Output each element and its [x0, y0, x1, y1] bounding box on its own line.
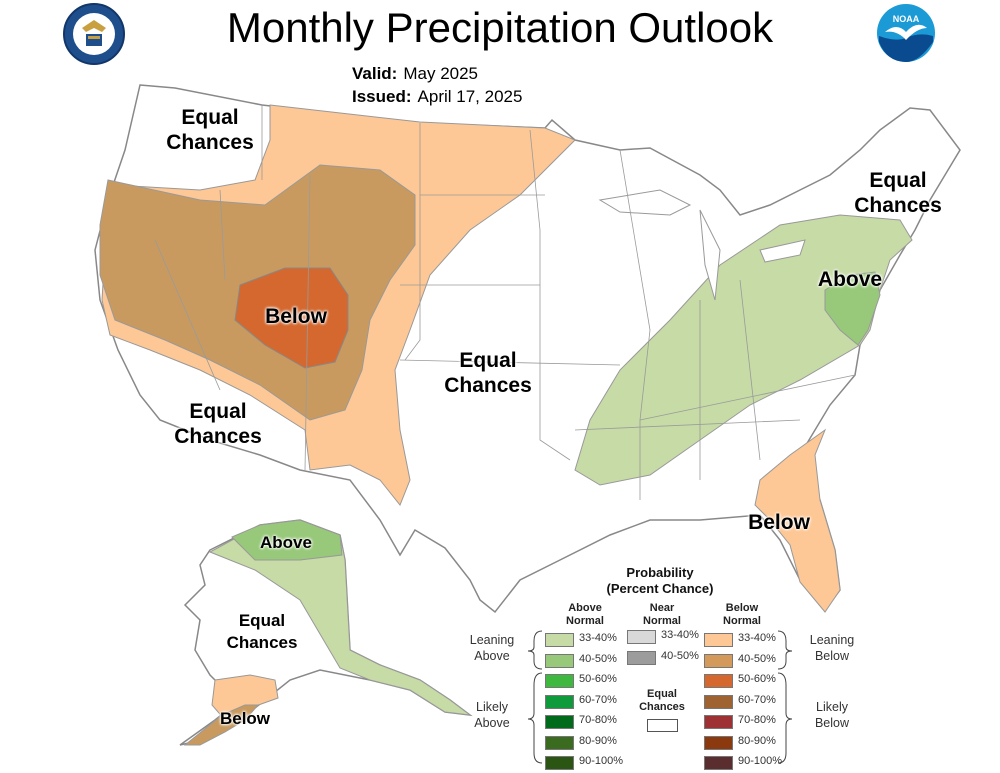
legend-below-swatch — [704, 674, 733, 688]
label-ne-equal-chances: Equal Chances — [854, 169, 942, 217]
label-central-equal-chances: Equal Chances — [444, 349, 532, 397]
legend-above-swatch — [545, 674, 574, 688]
legend-title: Probability (Percent Chance) — [606, 565, 714, 596]
noaa-logo-text: NOAA — [893, 14, 920, 24]
legend-equal-chances: Equal Chances — [639, 688, 685, 713]
below-50-60-core — [234, 267, 349, 369]
alaska-above-40-50 — [231, 519, 343, 561]
great-lakes — [598, 189, 806, 301]
legend-likely-below: Likely Below — [814, 700, 850, 730]
legend-brackets — [527, 630, 793, 764]
legend-col-above: Above Normal — [566, 602, 604, 627]
legend-below-label: 33-40% — [738, 632, 776, 644]
legend-below-swatch — [704, 694, 733, 709]
legend-below-label: 90-100% — [738, 755, 783, 767]
label-alaska-equal-chances: Equal Chances — [226, 611, 298, 652]
label-below-core: Below — [265, 305, 327, 328]
legend-below-label: 80-90% — [738, 734, 776, 747]
valid-line: Valid: May 2025 — [352, 64, 478, 84]
legend-near-swatch — [627, 650, 656, 665]
legend-above-swatch — [545, 735, 574, 750]
legend-above-label: 50-60% — [579, 673, 617, 685]
legend-above-label: 70-80% — [579, 714, 617, 726]
page-title: Monthly Precipitation Outlook — [226, 4, 774, 51]
legend-above-label: 90-100% — [579, 755, 624, 767]
commerce-seal-icon — [63, 3, 125, 65]
alaska-below-40-50 — [183, 704, 260, 746]
issued-line: Issued: April 17, 2025 — [352, 87, 522, 107]
legend-above-swatch — [545, 633, 574, 647]
above-40-50-region — [824, 271, 881, 346]
legend-below-swatch — [704, 633, 733, 647]
legend-above-label: 33-40% — [579, 632, 617, 644]
legend-below-swatch — [704, 715, 733, 729]
legend-below-label: 50-60% — [738, 673, 776, 685]
legend-below-swatch — [704, 735, 733, 750]
below-leaning-southeast — [754, 428, 841, 613]
legend-likely-above: Likely Above — [474, 700, 510, 730]
valid-value: May 2025 — [403, 64, 479, 83]
legend-leaning-above: Leaning Above — [469, 633, 515, 663]
label-alaska-above: Above — [260, 533, 312, 552]
state-boundaries — [154, 105, 856, 500]
label-above-east: Above — [817, 268, 883, 291]
legend-col-near: Near Normal — [643, 602, 681, 627]
legend-above-label: 80-90% — [579, 734, 617, 747]
issued-label: Issued: — [352, 87, 412, 106]
legend-below-swatch — [704, 653, 733, 668]
legend-below-swatch — [704, 756, 733, 770]
legend-swatch-equal-chances — [647, 719, 678, 732]
legend-above-label: 60-70% — [579, 693, 617, 706]
legend-near-swatch — [627, 630, 656, 644]
label-below-florida: Below — [748, 511, 810, 534]
legend-above-swatch — [545, 694, 574, 709]
legend-leaning-below: Leaning Below — [809, 633, 855, 663]
noaa-logo-icon: NOAA — [877, 4, 935, 62]
legend-above-swatch — [545, 715, 574, 729]
label-alaska-below: Below — [219, 709, 271, 728]
issued-value: April 17, 2025 — [417, 87, 523, 106]
legend-above-label: 40-50% — [579, 652, 617, 665]
valid-label: Valid: — [352, 64, 398, 83]
label-nw-equal-chances: Equal Chances — [166, 106, 254, 154]
label-sw-equal-chances: Equal Chances — [174, 400, 262, 448]
legend-above-swatch — [545, 653, 574, 668]
legend-below-label: 40-50% — [738, 652, 776, 665]
legend-below-label: 60-70% — [738, 693, 776, 706]
legend-near-label: 33-40% — [661, 629, 699, 641]
legend-above-swatch — [545, 756, 574, 770]
legend-below-label: 70-80% — [738, 714, 776, 726]
legend-near-label: 40-50% — [661, 649, 699, 662]
alaska-below-leaning — [211, 674, 279, 721]
legend-col-below: Below Normal — [723, 602, 761, 627]
